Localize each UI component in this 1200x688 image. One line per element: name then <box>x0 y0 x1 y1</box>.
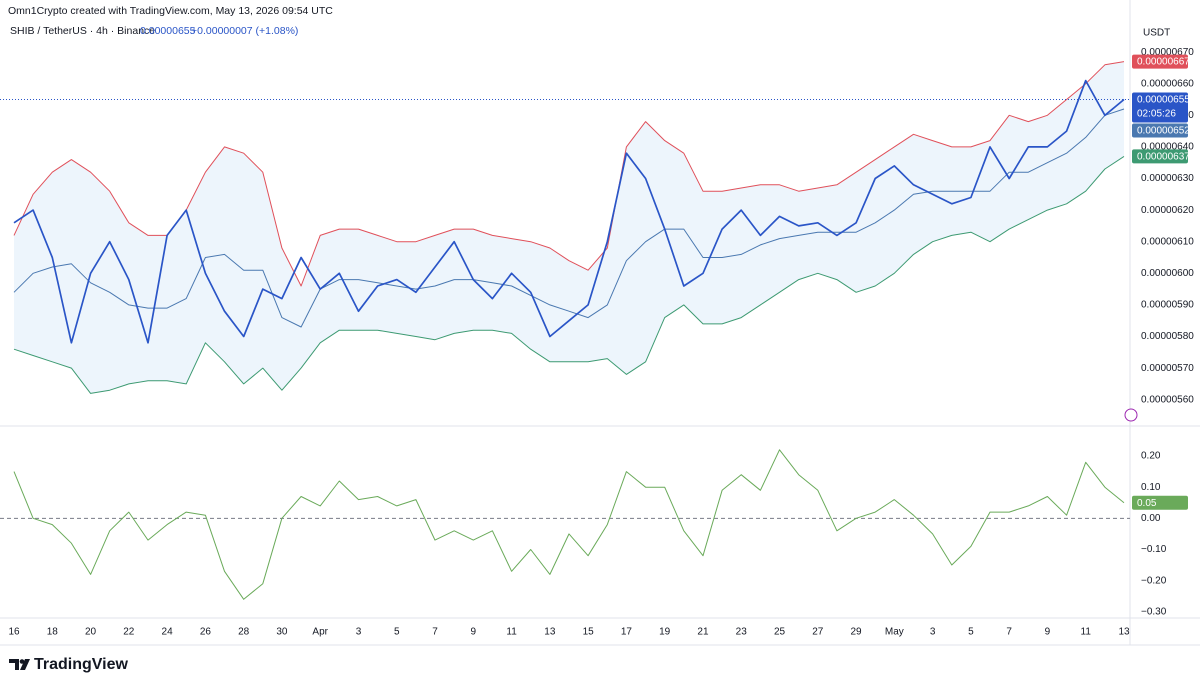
y-tick-label: 0.00000620 <box>1141 205 1194 216</box>
y-tick-label: 0.00000570 <box>1141 363 1194 374</box>
y-tick-label: 0.00000630 <box>1141 173 1194 184</box>
y-tick-label: 0.00000660 <box>1141 78 1194 89</box>
x-tick-label: 3 <box>930 627 936 638</box>
x-tick-label: 26 <box>200 627 212 638</box>
series-line <box>13 61 1125 287</box>
x-tick-label: 24 <box>162 627 174 638</box>
x-tick-label: 25 <box>774 627 786 638</box>
y-tick-label: 0.00000590 <box>1141 300 1194 311</box>
last-value-box <box>1132 149 1188 164</box>
y-tick-label: −0.30 <box>1141 606 1167 617</box>
last-value-box <box>1132 92 1188 123</box>
x-tick-label: 13 <box>544 627 556 638</box>
y-tick-label: 0.00000600 <box>1141 268 1194 279</box>
last-value-label: 0.05 <box>1137 498 1157 509</box>
x-tick-label: 18 <box>47 627 59 638</box>
last-value-box <box>1132 495 1188 510</box>
x-tick-label: 5 <box>394 627 400 638</box>
x-tick-label: 7 <box>432 627 438 638</box>
y-tick-label: 0.10 <box>1141 482 1161 493</box>
x-tick-label: 9 <box>1045 627 1051 638</box>
series-line <box>13 449 1125 600</box>
x-tick-label: 23 <box>736 627 748 638</box>
y-tick-label: 0.00000640 <box>1141 142 1194 153</box>
symbol: SHIB / TetherUS · 4h · Binance <box>10 25 155 37</box>
x-tick-label: 16 <box>8 627 20 638</box>
x-tick-label: 13 <box>1118 627 1130 638</box>
last-value-label: 0.00000667 <box>1137 57 1190 68</box>
y-tick-label: −0.10 <box>1141 544 1167 555</box>
last-value-box <box>1132 54 1188 69</box>
series-line <box>13 108 1125 328</box>
y-tick-label: 0.20 <box>1141 451 1161 462</box>
last-value-box <box>1132 123 1188 138</box>
last-value-label: 0.00000637 <box>1137 152 1190 163</box>
x-tick-label: 29 <box>851 627 863 638</box>
x-tick-label: 19 <box>659 627 671 638</box>
x-tick-label: 9 <box>471 627 477 638</box>
price-change: +0.00000007 (+1.08%) <box>191 25 298 37</box>
band-fill <box>14 61 1124 394</box>
alert-icon[interactable] <box>1124 408 1138 422</box>
credit: Omn1Crypto created with TradingView.com,… <box>8 5 333 17</box>
x-tick-label: Apr <box>312 627 328 638</box>
last-value-label: 0.00000652 <box>1137 126 1190 137</box>
x-tick-label: 15 <box>583 627 595 638</box>
x-tick-label: 7 <box>1006 627 1012 638</box>
x-tick-label: 11 <box>1081 627 1092 638</box>
currency: USDT <box>1143 28 1170 39</box>
y-tick-label: −0.20 <box>1141 575 1167 586</box>
x-tick-label: 20 <box>85 627 97 638</box>
series-line <box>13 155 1125 394</box>
x-tick-label: 27 <box>812 627 824 638</box>
x-tick-label: 11 <box>506 627 517 638</box>
series-line <box>13 79 1125 344</box>
y-tick-label: 0.00 <box>1141 513 1161 524</box>
last-price: 0.00000655 <box>140 25 196 37</box>
logo <box>9 659 30 670</box>
y-tick-label: 0.00000580 <box>1141 331 1194 342</box>
x-tick-label: 17 <box>621 627 633 638</box>
x-tick-label: 3 <box>356 627 362 638</box>
x-tick-label: 28 <box>238 627 250 638</box>
x-tick-label: May <box>885 627 904 638</box>
x-tick-label: 5 <box>968 627 974 638</box>
x-tick-label: 30 <box>276 627 288 638</box>
y-tick-label: 0.00000670 <box>1141 47 1194 58</box>
x-tick-label: 22 <box>123 627 135 638</box>
brand: TradingView <box>34 656 129 673</box>
x-tick-label: 21 <box>697 627 709 638</box>
last-value-label: 0.00000655 <box>1137 95 1190 106</box>
y-tick-label: 0.00000560 <box>1141 394 1194 405</box>
countdown: 02:05:26 <box>1137 109 1176 120</box>
y-tick-label: 0.00000610 <box>1141 236 1194 247</box>
